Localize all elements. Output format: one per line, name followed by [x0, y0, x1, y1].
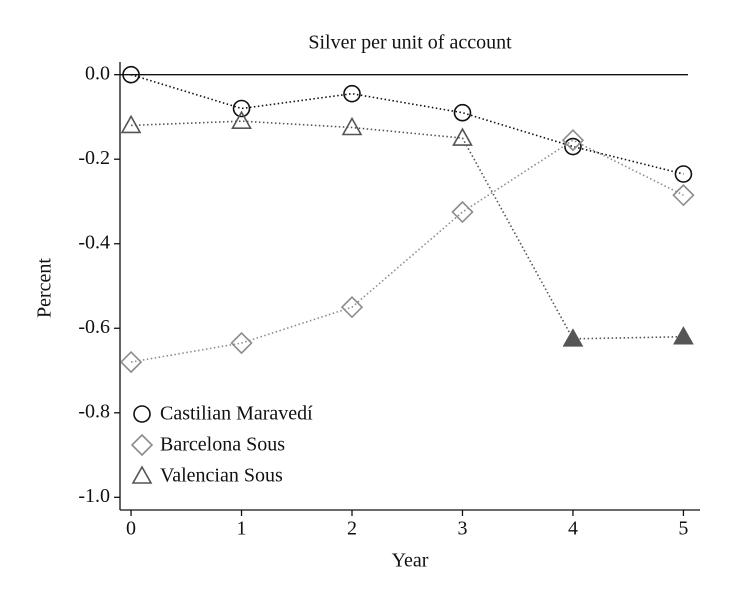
- point: [122, 65, 140, 84]
- legend-label: Valencian Sous: [160, 465, 283, 487]
- x-tick-label: 3: [457, 518, 467, 540]
- x-tick-label: 2: [347, 518, 357, 540]
- point: [674, 165, 693, 183]
- y-tick-label: -1.0: [78, 485, 110, 507]
- x-tick-label: 5: [678, 518, 688, 540]
- point: [341, 116, 363, 136]
- x-tick-label: 4: [568, 518, 578, 540]
- point: [130, 433, 154, 457]
- series-line: [130, 73, 684, 175]
- point: [131, 465, 153, 484]
- point: [231, 110, 252, 129]
- point: [672, 184, 695, 207]
- point: [119, 350, 143, 374]
- chart-title: Silver per unit of account: [308, 32, 512, 54]
- point: [562, 328, 584, 347]
- legend-label: Castilian Maravedí: [160, 403, 313, 425]
- y-tick-label: -0.8: [78, 400, 110, 422]
- point: [343, 84, 361, 103]
- y-tick-label: -0.6: [78, 316, 110, 338]
- x-axis-label: Year: [392, 550, 429, 572]
- point: [453, 103, 472, 122]
- point: [451, 200, 474, 224]
- x-tick-label: 0: [126, 518, 136, 540]
- x-tick-label: 1: [237, 518, 247, 540]
- point: [564, 137, 582, 156]
- y-tick-label: 0.0: [85, 62, 110, 84]
- point: [232, 99, 251, 118]
- point: [452, 127, 473, 146]
- y-tick-label: -0.2: [78, 147, 110, 169]
- point: [120, 114, 142, 134]
- point: [133, 405, 151, 423]
- series-line: [130, 139, 684, 363]
- y-axis-label: Percent: [34, 258, 56, 318]
- point: [561, 129, 585, 152]
- legend-label: Barcelona Sous: [160, 434, 285, 456]
- point: [673, 326, 694, 345]
- point: [230, 331, 253, 355]
- y-tick-label: -0.4: [78, 231, 110, 253]
- point: [340, 296, 364, 319]
- series-line: [131, 120, 684, 340]
